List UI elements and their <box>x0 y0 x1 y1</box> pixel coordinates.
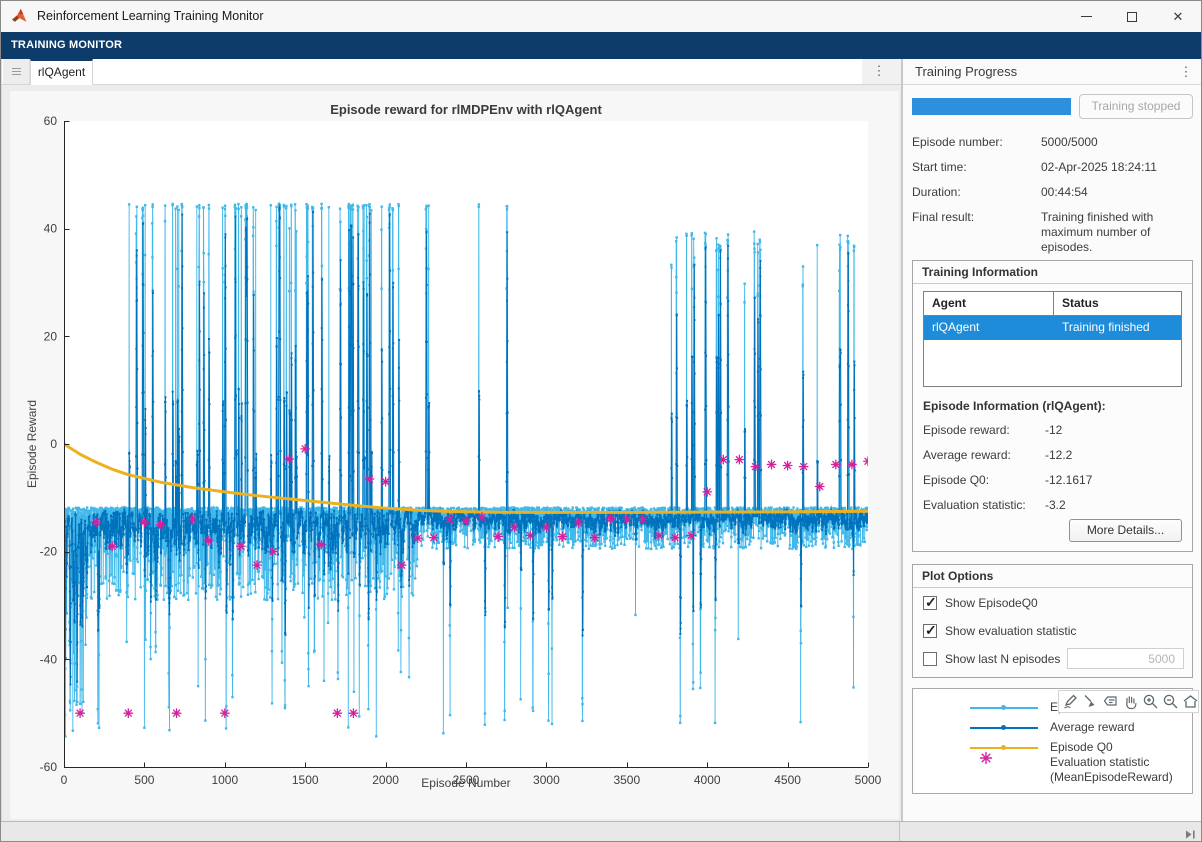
episode-q0-marker-swatch <box>1001 745 1006 750</box>
training-progress-bar <box>912 98 1071 115</box>
show-episodeq0-label: Show EpisodeQ0 <box>945 596 1038 610</box>
plot-options-group: Plot Options Show EpisodeQ0 Show evaluat… <box>912 564 1193 678</box>
average-reward-marker-swatch <box>1001 725 1006 730</box>
panel-splitter[interactable] <box>901 59 903 821</box>
average-reward-label: Average reward: <box>923 448 1011 462</box>
episode-q0-value: -12.1617 <box>1045 473 1093 487</box>
brush-icon[interactable] <box>1081 692 1100 711</box>
bottom-status-bar <box>1 821 1201 841</box>
maximize-icon <box>1127 11 1137 22</box>
tab-rlqagent[interactable]: rlQAgent <box>30 59 93 85</box>
training-progress-panel: Training Progress ⋮ Training stopped Epi… <box>903 59 1201 821</box>
tab-strip: rlQAgent ⋮ <box>2 59 902 85</box>
panel-title: Training Progress <box>915 64 1018 79</box>
evaluation-statistic-value: -3.2 <box>1045 498 1066 512</box>
duration-label: Duration: <box>912 185 961 199</box>
datatip-icon[interactable] <box>1101 692 1120 711</box>
ribbon-bar: TRAINING MONITOR <box>1 32 1201 59</box>
episode-number-value: 5000/5000 <box>1041 135 1098 149</box>
progress-fill <box>912 98 1071 115</box>
final-result-value: Training finished with maximum number of… <box>1041 210 1154 254</box>
zoom-out-icon[interactable] <box>1161 692 1180 711</box>
start-time-label: Start time: <box>912 160 967 174</box>
minimize-icon <box>1080 16 1092 17</box>
matlab-logo-icon <box>11 8 29 29</box>
final-result-label: Final result: <box>912 210 975 224</box>
show-last-n-episodes-checkbox[interactable] <box>923 652 937 666</box>
close-button[interactable]: ✕ <box>1155 1 1201 32</box>
minimize-button[interactable] <box>1063 1 1109 32</box>
legend-label-average-reward: Average reward <box>1050 720 1135 734</box>
panel-header: Training Progress ⋮ <box>903 59 1201 85</box>
plot-options-title: Plot Options <box>913 565 1192 588</box>
training-information-group: Training Information Agent Status rlQAge… <box>912 260 1193 552</box>
show-episodeq0-checkbox[interactable] <box>923 594 937 611</box>
evaluation-statistic-label: Evaluation statistic: <box>923 498 1026 512</box>
tabstrip-end: ⋮ <box>862 59 902 84</box>
training-figure: Episode reward for rlMDPEnv with rlQAgen… <box>10 91 899 819</box>
episode-information-title: Episode Information (rlQAgent): <box>923 399 1106 413</box>
column-agent: Agent <box>932 296 966 310</box>
tab-options-menu-button[interactable]: ⋮ <box>872 63 886 78</box>
episode-q0-label: Episode Q0: <box>923 473 990 487</box>
average-reward-value: -12.2 <box>1045 448 1073 462</box>
show-evaluation-statistic-checkbox[interactable] <box>923 622 937 639</box>
edit-plot-icon[interactable] <box>1061 692 1080 711</box>
legend-item-episode-q0: Episode Q0 <box>913 740 1192 756</box>
table-row[interactable]: rlQAgent Training finished <box>924 316 1181 340</box>
episode-reward-marker-swatch <box>1001 705 1006 710</box>
training-plot-canvas[interactable] <box>10 91 899 819</box>
document-area: rlQAgent ⋮ Episode reward for rlMDPEnv w… <box>1 59 902 821</box>
show-last-n-episodes-label: Show last N episodes <box>945 652 1061 666</box>
close-icon: ✕ <box>1172 8 1184 24</box>
last-n-episodes-input[interactable] <box>1067 648 1184 669</box>
title-bar: Reinforcement Learning Training Monitor … <box>1 1 1201 32</box>
legend-label-evaluation-statistic: Evaluation statistic (MeanEpisodeReward) <box>1050 755 1173 784</box>
episode-number-label: Episode number: <box>912 135 1003 149</box>
panel-body: Training stopped Episode number: 5000/50… <box>903 85 1201 795</box>
start-time-value: 02-Apr-2025 18:24:11 <box>1041 160 1157 174</box>
cell-status: Training finished <box>1053 316 1181 340</box>
training-information-title: Training Information <box>913 261 1192 284</box>
evaluation-statistic-asterisk-swatch <box>979 751 993 770</box>
panel-options-menu-button[interactable]: ⋮ <box>1179 64 1193 79</box>
table-header-row: Agent Status <box>924 292 1181 316</box>
episode-reward-value: -12 <box>1045 423 1063 437</box>
maximize-button[interactable] <box>1109 1 1155 32</box>
x-axis-label: Episode Number <box>421 776 511 790</box>
duration-value: 00:44:54 <box>1041 185 1088 199</box>
bottom-bar-divider <box>899 822 900 841</box>
episode-reward-label: Episode reward: <box>923 423 1010 437</box>
pan-icon[interactable] <box>1121 692 1140 711</box>
ribbon-tab-training-monitor[interactable]: TRAINING MONITOR <box>11 39 123 51</box>
column-status: Status <box>1053 292 1181 315</box>
chart-title: Episode reward for rlMDPEnv with rlQAgen… <box>330 102 602 117</box>
tab-grip-handle[interactable] <box>3 59 30 84</box>
y-axis-label: Episode Reward <box>25 399 39 489</box>
restore-view-icon[interactable] <box>1181 692 1198 711</box>
zoom-in-icon[interactable] <box>1141 692 1160 711</box>
window-title: Reinforcement Learning Training Monitor <box>37 9 264 23</box>
more-details-button[interactable]: More Details... <box>1069 519 1182 542</box>
legend-item-evaluation-statistic: Evaluation statistic (MeanEpisodeReward) <box>913 751 1192 784</box>
agent-status-table: Agent Status rlQAgent Training finished <box>923 291 1182 387</box>
cell-agent: rlQAgent <box>932 320 980 334</box>
legend-label-episode-q0: Episode Q0 <box>1050 740 1113 754</box>
axes-toolbar <box>1058 690 1199 713</box>
show-evaluation-statistic-label: Show evaluation statistic <box>945 624 1077 638</box>
expand-panel-button[interactable] <box>1185 827 1196 841</box>
legend-item-average-reward: Average reward <box>913 720 1192 736</box>
tab-label: rlQAgent <box>37 65 86 79</box>
training-stopped-button[interactable]: Training stopped <box>1079 94 1193 119</box>
